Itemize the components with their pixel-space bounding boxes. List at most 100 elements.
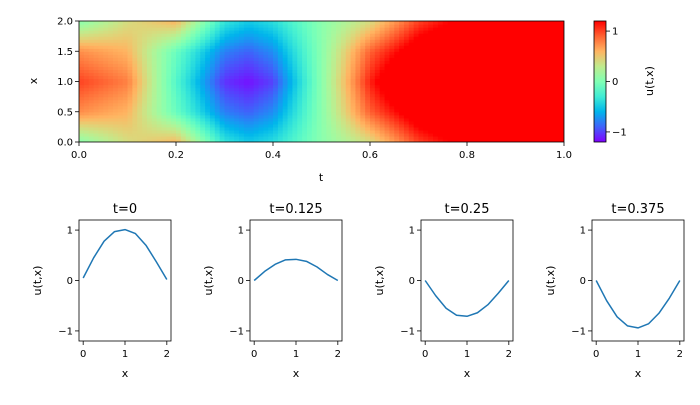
heatmap-cell — [146, 84, 153, 89]
heatmap-cell — [515, 27, 521, 31]
heatmap-cell — [418, 33, 424, 37]
heatmap-cell — [151, 69, 158, 74]
heatmap-cell — [112, 96, 119, 101]
heatmap-cell — [273, 75, 279, 80]
heatmap-cell — [151, 90, 158, 95]
heatmap-cell — [302, 81, 308, 86]
heatmap-cell — [500, 93, 507, 98]
heatmap-cell — [195, 75, 201, 80]
heatmap-cell — [166, 108, 172, 113]
heatmap-cell — [234, 81, 240, 86]
heatmap-cell — [336, 21, 342, 25]
heatmap-cell — [166, 99, 172, 104]
heatmap-cell — [360, 24, 366, 28]
heatmap-cell — [370, 69, 376, 74]
heatmap-cell — [418, 39, 424, 43]
panel-title: t=0 — [113, 202, 137, 217]
heatmap-cell — [471, 60, 478, 64]
heatmap-cell — [486, 21, 492, 25]
heatmap-cell — [311, 27, 318, 31]
heatmap-cell — [132, 129, 138, 134]
heatmap-cell — [311, 87, 318, 92]
heatmap-cell — [117, 54, 124, 58]
heatmap-cell — [88, 33, 95, 37]
heatmap-cell — [258, 120, 264, 125]
heatmap-cell — [539, 90, 546, 95]
heatmap-cell — [467, 30, 473, 34]
heatmap-cell — [379, 72, 386, 77]
heatmap-cell — [326, 75, 332, 80]
heatmap-cell — [520, 27, 526, 31]
heatmap-cell — [253, 105, 260, 110]
heatmap-cell — [486, 81, 492, 86]
heatmap-cell — [239, 33, 245, 37]
heatmap-cell — [151, 21, 158, 25]
heatmap-cell — [389, 129, 395, 134]
heatmap-cell — [234, 96, 240, 101]
heatmap-cell — [200, 90, 206, 95]
heatmap-cell — [103, 63, 109, 67]
heatmap-cell — [326, 138, 332, 142]
heatmap-cell — [462, 102, 468, 107]
heatmap-cell — [200, 30, 206, 34]
heatmap-cell — [437, 90, 444, 95]
heatmap-cell — [195, 102, 201, 107]
heatmap-cell — [340, 27, 347, 31]
heatmap-cell — [442, 30, 449, 34]
heatmap-cell — [539, 105, 546, 110]
heatmap-cell — [554, 57, 560, 61]
heatmap-cell — [549, 51, 555, 55]
heatmap-cell — [263, 27, 269, 31]
heatmap-cell — [137, 42, 143, 46]
heatmap-cell — [195, 99, 201, 104]
heatmap-cell — [122, 96, 129, 101]
heatmap-cell — [229, 54, 235, 58]
heatmap-cell — [98, 75, 104, 80]
heatmap-cell — [273, 108, 279, 113]
heatmap-cell — [539, 45, 546, 49]
heatmap-cell — [316, 48, 323, 52]
heatmap-cell — [93, 30, 99, 34]
heatmap-cell — [525, 72, 531, 77]
heatmap-cell — [447, 90, 454, 95]
heatmap-cell — [457, 72, 463, 77]
heatmap-cell — [418, 135, 424, 140]
heatmap-cell — [384, 111, 390, 116]
heatmap-cell — [282, 123, 289, 128]
heatmap-cell — [403, 39, 410, 43]
heatmap-cell — [302, 45, 308, 49]
heatmap-cell — [360, 87, 366, 92]
heatmap-cell — [103, 54, 109, 58]
heatmap-cell — [209, 105, 216, 110]
heatmap-cell — [559, 108, 564, 113]
heatmap-cell — [326, 81, 332, 86]
heatmap-cell — [292, 27, 298, 31]
heatmap-cell — [316, 87, 323, 92]
heatmap-cell — [370, 57, 376, 61]
heatmap-cell — [108, 39, 114, 43]
heatmap-cell — [539, 66, 546, 71]
heatmap-cell — [316, 78, 323, 83]
heatmap-cell — [98, 96, 104, 101]
heatmap-cell — [370, 93, 376, 98]
heatmap-cell — [306, 111, 313, 116]
heatmap-cell — [253, 138, 260, 142]
heatmap-cell — [137, 45, 143, 49]
heatmap-cell — [88, 120, 95, 125]
heatmap-cell — [399, 60, 405, 64]
heatmap-cell — [549, 30, 555, 34]
heatmap-cell — [336, 33, 342, 37]
heatmap-cell — [539, 42, 546, 46]
heatmap-cell — [442, 114, 449, 119]
heatmap-cell — [248, 87, 255, 92]
heatmap-cell — [258, 90, 264, 95]
heatmap-cell — [496, 27, 502, 31]
heatmap-cell — [442, 90, 449, 95]
heatmap-cell — [180, 51, 187, 55]
heatmap-cell — [384, 138, 390, 142]
heatmap-cell — [195, 66, 201, 71]
heatmap-cell — [234, 90, 240, 95]
heatmap-cell — [559, 36, 564, 40]
heatmap-cell — [243, 30, 250, 34]
heatmap-cell — [336, 57, 342, 61]
